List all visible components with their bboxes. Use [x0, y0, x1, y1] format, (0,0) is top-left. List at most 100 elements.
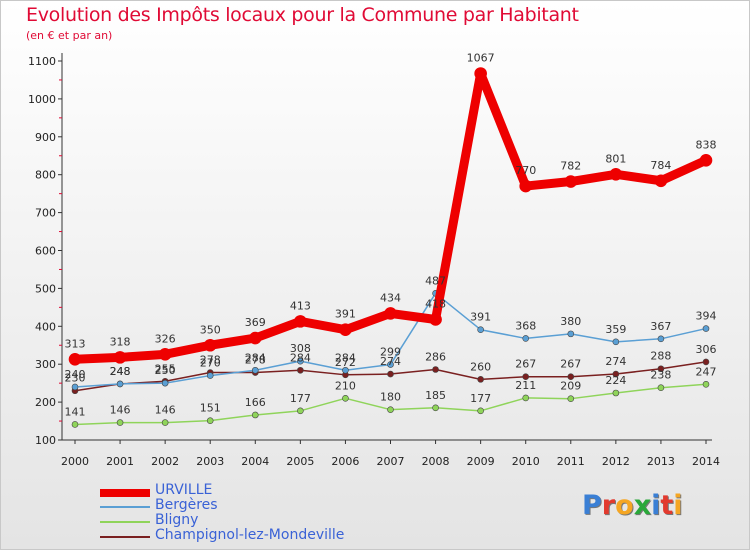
data-point-champignol-lez-mondeville [432, 366, 439, 373]
data-label-bergeres: 248 [110, 365, 131, 378]
data-point-bligny [567, 395, 575, 402]
data-point-champignol-lez-mondeville [567, 373, 575, 381]
data-label-bligny: 146 [110, 404, 131, 417]
y-tick-label: 1000 [28, 93, 56, 106]
x-tick-label: 2005 [286, 455, 314, 468]
data-label-urville: 369 [245, 316, 266, 329]
data-label-urville: 418 [425, 297, 446, 310]
data-label-urville: 391 [335, 308, 356, 321]
data-point-bligny [116, 419, 124, 426]
y-tick-label: 400 [35, 320, 56, 333]
x-tick-label: 2003 [196, 455, 224, 468]
data-label-champignol-lez-mondeville: 286 [425, 351, 446, 364]
legend-label-bligny: Bligny [155, 512, 199, 528]
data-label-bergeres: 394 [696, 310, 717, 323]
data-point-bergeres [567, 330, 575, 338]
data-label-urville: 782 [560, 160, 581, 173]
data-point-urville [339, 323, 352, 337]
y-tick-label: 800 [35, 169, 56, 182]
legend-label-urville: URVILLE [155, 482, 213, 498]
data-label-urville: 801 [605, 152, 626, 165]
data-label-bergeres: 391 [470, 311, 491, 324]
data-label-bergeres: 240 [65, 368, 86, 381]
data-label-urville: 313 [65, 337, 86, 350]
y-tick-label: 200 [35, 396, 56, 409]
data-label-bergeres: 359 [605, 323, 626, 336]
data-point-bligny [477, 407, 484, 415]
x-tick-label: 2007 [377, 455, 405, 468]
data-point-urville [384, 307, 397, 320]
x-tick-label: 2002 [151, 455, 179, 468]
data-point-bergeres [251, 366, 259, 374]
data-label-urville: 413 [290, 299, 311, 312]
data-label-champignol-lez-mondeville: 274 [380, 355, 401, 368]
data-point-champignol-lez-mondeville [387, 370, 394, 378]
data-point-bligny [522, 394, 530, 402]
data-point-bligny [657, 384, 665, 391]
data-label-bergeres: 367 [650, 320, 671, 333]
data-point-urville [609, 168, 623, 181]
data-label-urville: 770 [515, 164, 536, 177]
data-label-champignol-lez-mondeville: 278 [200, 354, 221, 367]
data-point-bergeres [206, 372, 214, 379]
data-point-urville [158, 348, 172, 361]
data-label-bligny: 247 [696, 365, 717, 378]
data-label-bergeres: 284 [335, 351, 356, 364]
x-tick-label: 2011 [557, 455, 585, 468]
data-point-bergeres [116, 380, 124, 388]
data-label-bligny: 224 [605, 374, 626, 387]
y-tick-label: 700 [35, 207, 56, 220]
data-point-bligny [387, 406, 394, 413]
chart-title: Evolution des Impôts locaux pour la Comm… [26, 4, 579, 26]
data-label-urville: 326 [155, 332, 176, 345]
data-label-bergeres: 299 [380, 346, 401, 359]
data-label-urville: 1067 [467, 52, 495, 65]
x-tick-label: 2009 [467, 455, 495, 468]
data-label-bergeres: 270 [200, 357, 221, 370]
x-tick-label: 2012 [602, 455, 630, 468]
data-point-urville [519, 179, 533, 193]
data-label-champignol-lez-mondeville: 272 [335, 356, 356, 369]
y-tick-label: 1100 [28, 55, 56, 68]
data-point-bligny [612, 389, 620, 397]
data-point-champignol-lez-mondeville [612, 370, 620, 378]
data-label-champignol-lez-mondeville: 267 [515, 358, 536, 371]
data-point-urville [474, 67, 487, 80]
data-point-champignol-lez-mondeville [522, 373, 530, 381]
data-label-champignol-lez-mondeville: 248 [110, 365, 131, 378]
data-label-urville: 784 [650, 159, 671, 172]
data-label-bergeres: 284 [245, 351, 266, 364]
data-point-bligny [206, 417, 214, 424]
data-label-urville: 318 [110, 335, 131, 348]
data-label-urville: 838 [696, 138, 717, 151]
data-point-urville [699, 153, 713, 167]
data-label-urville: 350 [200, 323, 221, 336]
y-tick-label: 900 [35, 131, 56, 144]
data-label-bligny: 211 [515, 379, 536, 392]
legend-swatch-champignol [100, 536, 150, 538]
data-label-bergeres: 380 [560, 315, 581, 328]
data-point-bligny [161, 419, 169, 426]
legend-swatch-bergeres [100, 506, 150, 508]
x-tick-label: 2000 [61, 455, 89, 468]
data-label-bligny: 210 [335, 379, 356, 392]
data-label-bligny: 238 [650, 369, 671, 382]
data-label-bligny: 185 [425, 389, 446, 402]
data-point-bligny [342, 395, 349, 402]
legend-swatch-urville [100, 489, 150, 497]
x-tick-label: 2006 [331, 455, 359, 468]
legend-swatch-bligny [100, 521, 150, 523]
x-tick-label: 2008 [422, 455, 450, 468]
x-tick-label: 2013 [647, 455, 675, 468]
data-point-urville [68, 352, 82, 366]
data-label-urville: 434 [380, 291, 401, 304]
data-label-bergeres: 368 [515, 319, 536, 332]
data-point-bergeres [612, 338, 620, 346]
data-label-champignol-lez-mondeville: 230 [65, 372, 86, 385]
legend-label-champignol: Champignol-lez-Mondeville [155, 527, 345, 543]
data-label-bligny: 180 [380, 391, 401, 404]
data-point-urville [294, 315, 307, 328]
legend-label-bergeres: Bergères [155, 497, 218, 513]
